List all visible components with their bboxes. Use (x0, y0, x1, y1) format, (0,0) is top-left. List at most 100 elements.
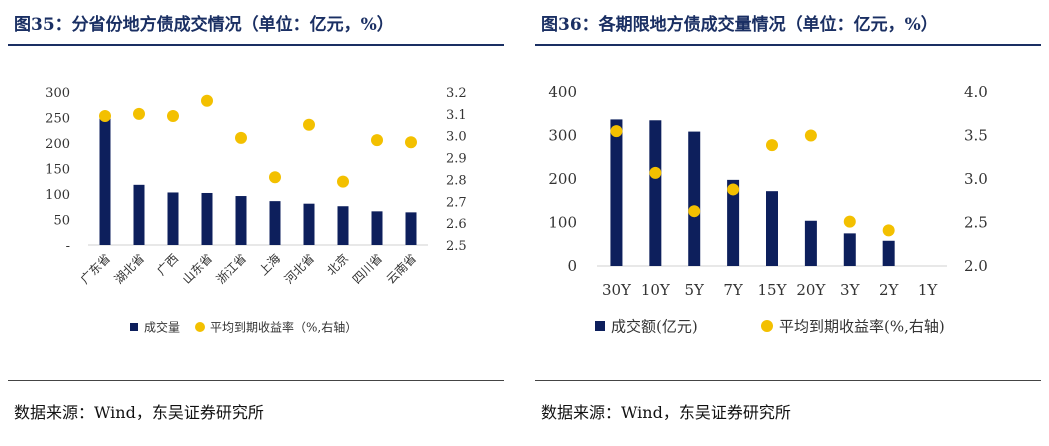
data-point (610, 125, 623, 138)
data-point (688, 205, 701, 218)
bar (167, 192, 179, 245)
chart-source: 数据来源：Wind，东吴证券研究所 (541, 403, 791, 422)
data-point (269, 171, 281, 184)
bar (235, 196, 247, 245)
x-axis-tick-label: 广西 (154, 251, 181, 278)
x-axis-tick-label: 5Y (684, 281, 705, 299)
data-point (133, 107, 145, 120)
bar (843, 233, 856, 266)
bar (688, 131, 701, 266)
left-axis-tick-label: 100 (548, 214, 577, 232)
bar (405, 212, 417, 245)
right-axis-tick-label: 3.5 (964, 127, 988, 145)
x-axis-tick-label: 2Y (879, 281, 900, 299)
title-rule (8, 44, 504, 46)
bar (303, 203, 315, 245)
province-chart: - 50 100 150 200 250 300 2.5 2.6 2.7 2.8 2.9 3.0 3.1 3… (45, 86, 467, 334)
right-axis-tick-label: 3.2 (446, 86, 467, 101)
data-point (337, 175, 349, 188)
bar (610, 119, 623, 266)
legend-marker-bar (130, 323, 138, 331)
source-rule (8, 380, 504, 381)
left-axis-tick-label: 150 (45, 163, 70, 178)
right-axis-tick-label: 2.5 (964, 214, 988, 232)
x-axis-tick-label: 15Y (758, 281, 788, 299)
x-axis-tick-label: 湖北省 (111, 251, 147, 287)
left-axis-tick-label: 200 (45, 137, 70, 152)
legend-label: 成交量 (144, 319, 180, 334)
x-axis-tick-label: 上海 (256, 251, 284, 279)
title-rule (535, 44, 1041, 46)
bar (99, 113, 111, 245)
chart-panel-province: 图35：分省份地方债成交情况（单位：亿元，%） - 50 100 150 200 250 3… (0, 0, 512, 446)
data-point (167, 110, 179, 123)
legend-label: 成交额(亿元) (611, 317, 698, 335)
bar (766, 191, 778, 266)
bar (804, 220, 817, 266)
x-axis-tick-label: 北京 (324, 251, 351, 278)
data-point (882, 224, 895, 237)
tenor-chart: 0 100 200 300 400 2.0 2.5 3.0 3.5 4.0 30Y 10Y 5Y 7Y 15… (548, 83, 988, 335)
bar (337, 206, 349, 245)
x-axis-tick-label: 1Y (918, 281, 939, 299)
right-axis-tick-label: 4.0 (964, 83, 988, 101)
legend-label: 平均到期收益率（%,右轴） (210, 319, 357, 334)
left-axis-tick-label: 0 (567, 257, 577, 275)
data-point (405, 136, 417, 149)
bar (201, 192, 213, 245)
data-point (201, 94, 213, 107)
data-point (804, 129, 817, 142)
left-axis-tick-label: 50 (53, 214, 70, 229)
x-axis-tick-label: 10Y (641, 281, 671, 299)
bar (882, 240, 895, 266)
right-axis-tick-label: 2.8 (446, 173, 467, 188)
chart-panel-tenor: 图36：各期限地方债成交量情况（单位：亿元，%） 0 100 200 300 400 2.… (527, 0, 1049, 446)
right-axis-tick-label: 3.0 (964, 170, 988, 188)
bar (727, 179, 740, 266)
x-axis-tick-label: 广东省 (78, 251, 113, 286)
chart-title: 图35：分省份地方债成交情况（单位：亿元，%） (14, 15, 394, 35)
data-point (303, 118, 315, 131)
data-point (843, 215, 856, 228)
left-axis-tick-label: 300 (45, 86, 70, 101)
bar (649, 120, 662, 267)
left-axis-tick-label: 300 (548, 127, 577, 145)
x-axis-tick-label: 3Y (840, 281, 861, 299)
data-point (235, 131, 247, 144)
bar (269, 201, 281, 245)
x-axis-tick-label: 7Y (723, 281, 744, 299)
bar (133, 184, 145, 245)
right-axis-tick-label: 2.7 (446, 195, 467, 210)
right-axis-tick-label: 2.0 (964, 257, 988, 275)
right-axis-tick-label: 3.0 (446, 130, 467, 145)
left-axis-tick-label: - (66, 239, 70, 254)
x-axis-tick-label: 云南省 (383, 251, 419, 287)
data-point (766, 139, 778, 152)
chart-source: 数据来源：Wind，东吴证券研究所 (14, 403, 264, 422)
x-axis-tick-label: 浙江省 (214, 251, 249, 286)
left-axis-tick-label: 200 (548, 170, 577, 188)
x-axis-tick-label: 20Y (796, 281, 826, 299)
x-axis-tick-label: 山东省 (180, 251, 215, 286)
right-axis-tick-label: 3.1 (446, 108, 467, 123)
legend-marker-bar (595, 321, 605, 331)
chart-title: 图36：各期限地方债成交量情况（单位：亿元，%） (541, 15, 938, 35)
legend-marker-dot (761, 320, 773, 332)
x-axis-tick-label: 四川省 (350, 251, 385, 286)
right-axis-tick-label: 2.6 (446, 217, 467, 232)
x-axis-tick-label: 30Y (602, 281, 632, 299)
data-point (649, 166, 662, 179)
left-axis-tick-label: 400 (548, 83, 577, 101)
bar (371, 211, 383, 245)
left-axis-tick-label: 100 (45, 188, 70, 203)
right-axis-tick-label: 2.9 (446, 152, 467, 167)
left-axis-tick-label: 250 (45, 112, 70, 127)
legend-marker-dot (195, 322, 205, 332)
x-axis-tick-label: 河北省 (282, 251, 317, 286)
data-point (99, 110, 111, 123)
data-point (371, 134, 383, 147)
data-point (727, 183, 740, 196)
source-rule (535, 380, 1041, 381)
legend-label: 平均到期收益率(%,右轴) (779, 317, 945, 335)
right-axis-tick-label: 2.5 (446, 239, 467, 254)
